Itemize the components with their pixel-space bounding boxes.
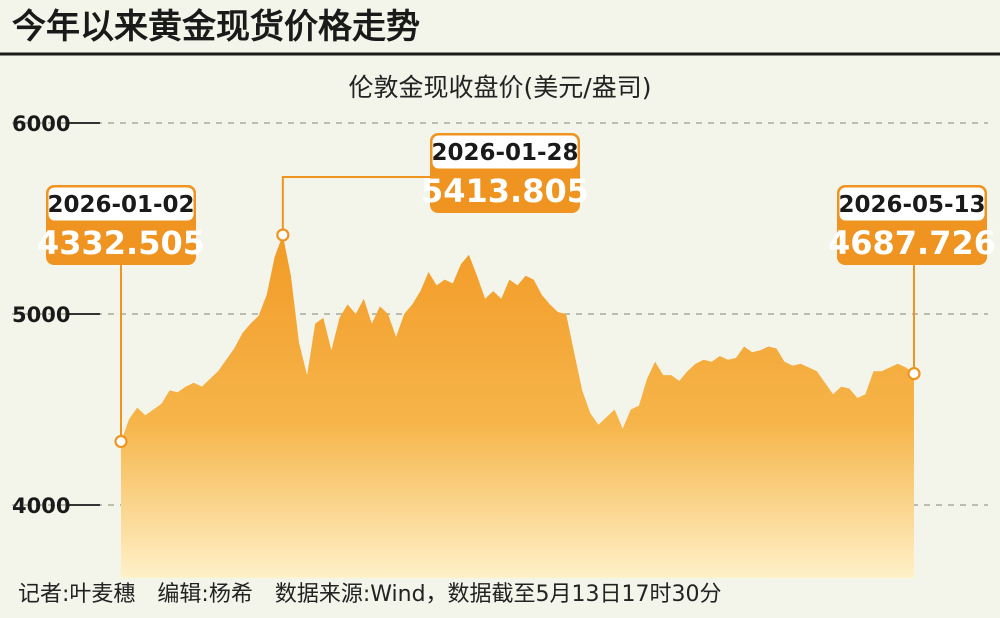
callout-date-bg xyxy=(839,187,985,221)
callout-date: 2026-01-28 xyxy=(431,140,578,166)
callout-marker xyxy=(907,367,921,381)
gridlines xyxy=(12,122,988,506)
price-area xyxy=(121,235,914,578)
callout-date: 2026-01-02 xyxy=(47,192,194,218)
callout-value: 5413.805 xyxy=(421,172,589,210)
chart-subtitle: 伦敦金现收盘价(美元/盎司) xyxy=(349,73,652,102)
footer-credits: 记者:叶麦穗 编辑:杨希 数据来源:Wind，数据截至5月13日17时30分 xyxy=(18,582,722,607)
callout-date: 2026-05-13 xyxy=(838,192,985,218)
chart-title: 今年以来黄金现货价格走势 xyxy=(12,7,420,47)
callout-value: 4332.505 xyxy=(37,224,205,262)
callouts: 2026-01-02 4332.505 2026-01-28 5413.805 2026… xyxy=(37,133,996,449)
y-tick-label: 4000 xyxy=(12,494,70,518)
y-tick-label: 6000 xyxy=(12,112,70,136)
callout-date-bg xyxy=(432,135,578,169)
callout-date-bg xyxy=(48,187,194,221)
callout-leader xyxy=(281,176,430,235)
callout-value: 4687.726 xyxy=(828,224,996,262)
y-tick-label: 5000 xyxy=(12,303,70,327)
callout-marker xyxy=(276,228,290,242)
callout-marker xyxy=(114,434,128,449)
y-axis-ticks: 4000 5000 6000 xyxy=(12,112,70,518)
